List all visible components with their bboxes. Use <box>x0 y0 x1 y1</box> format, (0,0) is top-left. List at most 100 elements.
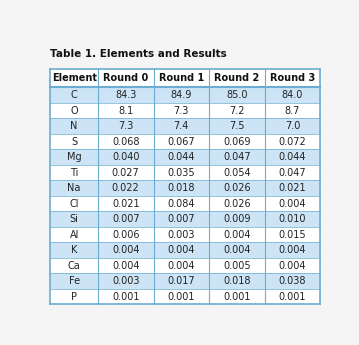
Bar <box>265 258 320 273</box>
Text: 0.054: 0.054 <box>223 168 251 178</box>
Text: Cl: Cl <box>69 199 79 209</box>
Bar <box>209 243 265 258</box>
Bar <box>154 87 209 103</box>
Bar <box>265 165 320 180</box>
Bar <box>98 196 154 211</box>
Text: 0.007: 0.007 <box>112 214 140 224</box>
Bar <box>98 211 154 227</box>
Bar <box>98 134 154 149</box>
Bar <box>98 165 154 180</box>
Text: 0.004: 0.004 <box>279 245 306 255</box>
Text: 0.027: 0.027 <box>112 168 140 178</box>
Text: 7.4: 7.4 <box>174 121 189 131</box>
Bar <box>209 103 265 118</box>
Text: 0.026: 0.026 <box>223 199 251 209</box>
Text: 0.067: 0.067 <box>168 137 195 147</box>
Bar <box>265 289 320 304</box>
Bar <box>50 87 98 103</box>
Bar <box>154 227 209 243</box>
Bar <box>154 69 209 87</box>
Text: 0.035: 0.035 <box>168 168 195 178</box>
Bar <box>209 165 265 180</box>
Text: 0.040: 0.040 <box>112 152 139 162</box>
Bar <box>50 118 98 134</box>
Bar <box>154 273 209 289</box>
Text: 0.004: 0.004 <box>168 245 195 255</box>
Text: 0.072: 0.072 <box>279 137 306 147</box>
Text: 0.044: 0.044 <box>279 152 306 162</box>
Text: S: S <box>71 137 77 147</box>
Text: Round 2: Round 2 <box>214 73 260 83</box>
Bar <box>50 149 98 165</box>
Bar <box>154 243 209 258</box>
Bar <box>209 118 265 134</box>
Bar <box>154 103 209 118</box>
Bar <box>98 273 154 289</box>
Bar <box>209 273 265 289</box>
Text: 0.004: 0.004 <box>168 260 195 270</box>
Bar <box>50 103 98 118</box>
Text: 0.047: 0.047 <box>223 152 251 162</box>
Bar <box>98 227 154 243</box>
Bar <box>50 258 98 273</box>
Bar <box>265 149 320 165</box>
Bar <box>265 273 320 289</box>
Bar <box>265 134 320 149</box>
Text: Round 3: Round 3 <box>270 73 315 83</box>
Text: Na: Na <box>67 183 81 193</box>
Text: 0.084: 0.084 <box>168 199 195 209</box>
Text: Ca: Ca <box>68 260 80 270</box>
Bar <box>209 180 265 196</box>
Text: 7.2: 7.2 <box>229 106 245 116</box>
Text: 84.3: 84.3 <box>115 90 136 100</box>
Text: 0.001: 0.001 <box>223 292 251 302</box>
Text: 0.004: 0.004 <box>279 260 306 270</box>
Text: 0.001: 0.001 <box>112 292 139 302</box>
Text: Element: Element <box>52 73 97 83</box>
Text: 0.044: 0.044 <box>168 152 195 162</box>
Text: 7.0: 7.0 <box>285 121 300 131</box>
Bar <box>98 69 154 87</box>
Bar <box>154 149 209 165</box>
Text: 0.005: 0.005 <box>223 260 251 270</box>
Bar <box>154 258 209 273</box>
Bar <box>154 118 209 134</box>
Text: K: K <box>71 245 77 255</box>
Bar <box>209 134 265 149</box>
Text: 0.017: 0.017 <box>168 276 195 286</box>
Text: 0.001: 0.001 <box>168 292 195 302</box>
Bar <box>265 118 320 134</box>
Bar <box>98 243 154 258</box>
Bar <box>209 196 265 211</box>
Text: C: C <box>71 90 78 100</box>
Bar <box>50 165 98 180</box>
Text: 7.5: 7.5 <box>229 121 245 131</box>
Text: 0.009: 0.009 <box>223 214 251 224</box>
Text: 0.004: 0.004 <box>223 245 251 255</box>
Bar <box>50 289 98 304</box>
Text: 0.003: 0.003 <box>168 230 195 240</box>
Bar <box>98 289 154 304</box>
Text: 0.004: 0.004 <box>112 245 139 255</box>
Text: Round 1: Round 1 <box>159 73 204 83</box>
Bar <box>50 134 98 149</box>
Text: 0.007: 0.007 <box>168 214 195 224</box>
Bar <box>98 118 154 134</box>
Bar <box>265 196 320 211</box>
Bar <box>50 273 98 289</box>
Text: Mg: Mg <box>67 152 81 162</box>
Text: 0.069: 0.069 <box>223 137 251 147</box>
Text: 0.003: 0.003 <box>112 276 139 286</box>
Text: Si: Si <box>70 214 79 224</box>
Bar <box>209 87 265 103</box>
Bar <box>98 87 154 103</box>
Text: 0.038: 0.038 <box>279 276 306 286</box>
Text: P: P <box>71 292 77 302</box>
Text: N: N <box>70 121 78 131</box>
Bar <box>154 165 209 180</box>
Text: Ti: Ti <box>70 168 78 178</box>
Bar <box>98 149 154 165</box>
Bar <box>154 211 209 227</box>
Bar <box>98 180 154 196</box>
Text: 0.004: 0.004 <box>223 230 251 240</box>
